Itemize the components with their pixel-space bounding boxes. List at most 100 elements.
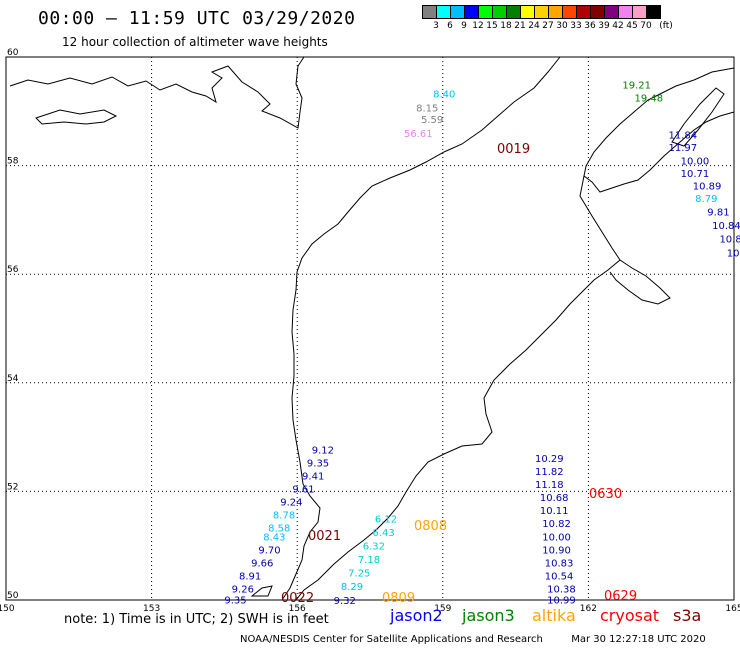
map-gridlines bbox=[6, 57, 734, 600]
pass-time-label: 0629 bbox=[604, 589, 637, 604]
color-scale-bar bbox=[422, 5, 661, 19]
wave-height-label: 11.84 bbox=[668, 130, 697, 141]
color-scale-label: 45 bbox=[626, 21, 638, 31]
wave-height-label: 9.26 bbox=[232, 584, 254, 595]
island-north bbox=[35, 109, 118, 125]
latitude-tick-label: 54 bbox=[7, 374, 19, 384]
satellite-legend-s3a: s3a bbox=[673, 606, 702, 625]
wave-height-label: 8.91 bbox=[239, 571, 261, 582]
satellite-legend-cryosat: cryosat bbox=[600, 606, 660, 625]
wave-height-label: 10.54 bbox=[545, 571, 574, 582]
wave-height-label: 19.48 bbox=[635, 94, 664, 105]
wave-height-label: 6.43 bbox=[372, 528, 394, 539]
wave-height-label: 8.40 bbox=[433, 90, 455, 101]
satellite-legend-jason3: jason3 bbox=[462, 606, 515, 625]
longitude-tick-label: 162 bbox=[580, 604, 597, 614]
color-scale-label: 70 bbox=[640, 21, 652, 31]
legend-note: note: 1) Time is in UTC; 2) SWH is in fe… bbox=[64, 612, 329, 627]
latitude-tick-label: 52 bbox=[7, 482, 18, 492]
wave-height-label: 11.97 bbox=[668, 143, 697, 154]
satellite-legend-jason2: jason2 bbox=[390, 606, 443, 625]
wave-height-label: 6.12 bbox=[375, 514, 397, 525]
color-scale-label: 42 bbox=[612, 21, 624, 31]
wave-height-label: 9.61 bbox=[292, 484, 314, 495]
color-scale-label: 33 bbox=[570, 21, 582, 31]
wave-height-label: 10.99 bbox=[547, 595, 576, 606]
color-scale-label: 24 bbox=[528, 21, 540, 31]
wave-height-label: 9.66 bbox=[251, 558, 273, 569]
wave-height-label: 9.81 bbox=[707, 208, 729, 219]
pass-time-label: 0808 bbox=[414, 519, 447, 534]
wave-height-label: 10.82 bbox=[542, 519, 571, 530]
wave-height-label: 9.24 bbox=[280, 498, 302, 509]
wave-height-label: 10.71 bbox=[681, 169, 710, 180]
coastline-north bbox=[9, 56, 305, 129]
wave-height-label: 6.32 bbox=[363, 542, 385, 553]
pass-time-label: 0630 bbox=[589, 487, 622, 502]
footer-timestamp: Mar 30 12:27:18 UTC 2020 bbox=[571, 634, 706, 645]
pass-time-label: 0021 bbox=[308, 529, 341, 544]
color-scale-labels: 3 6 9 12 15 18 21 24 27 30 33 36 39 42 45 70 (ft) bbox=[422, 21, 740, 33]
wave-height-label: 56.61 bbox=[404, 129, 433, 140]
wave-height-label: 10.29 bbox=[535, 454, 564, 465]
wave-height-label: 10.90 bbox=[542, 545, 571, 556]
color-scale-label: 21 bbox=[514, 21, 526, 31]
color-scale-label: 36 bbox=[584, 21, 596, 31]
map-subtitle: 12 hour collection of altimeter wave hei… bbox=[62, 35, 328, 49]
latitude-tick-label: 56 bbox=[7, 265, 19, 275]
wave-height-label: 11.82 bbox=[535, 467, 564, 478]
wave-height-label: 10.8 bbox=[719, 235, 740, 246]
wave-height-label: 8.29 bbox=[341, 582, 363, 593]
coastline-northeast bbox=[583, 67, 735, 177]
satellite-legend-altika: altika bbox=[532, 606, 576, 625]
color-scale-label: 30 bbox=[556, 21, 568, 31]
pass-time-label: 0019 bbox=[497, 142, 530, 157]
coastline-kamchatka-east bbox=[295, 111, 735, 601]
wave-height-label: 10.89 bbox=[693, 181, 722, 192]
color-scale-label: 18 bbox=[500, 21, 512, 31]
map-frame bbox=[5, 56, 735, 601]
longitude-tick-label: 156 bbox=[289, 604, 306, 614]
wave-height-label: 10.84 bbox=[712, 221, 740, 232]
wave-height-label: 9.35 bbox=[224, 595, 246, 606]
wave-height-label: 10.00 bbox=[681, 157, 710, 168]
pass-time-label: 0809 bbox=[382, 591, 415, 606]
color-scale-label: 9 bbox=[461, 21, 467, 31]
wave-height-label: 10 bbox=[727, 248, 740, 259]
coastline bbox=[9, 56, 735, 601]
wave-height-label: 10.00 bbox=[542, 532, 571, 543]
color-scale-label: 3 bbox=[433, 21, 439, 31]
color-scale-label: 39 bbox=[598, 21, 610, 31]
wave-height-label: 10.83 bbox=[545, 558, 574, 569]
wave-height-label: 9.32 bbox=[334, 596, 356, 607]
wave-height-label: 9.41 bbox=[302, 471, 324, 482]
wave-height-label: 5.59 bbox=[421, 115, 443, 126]
island-karaginsky bbox=[671, 87, 725, 147]
coastline-kamchatka-west bbox=[281, 56, 561, 601]
wave-height-label: 19.21 bbox=[622, 80, 651, 91]
wave-height-label: 8.78 bbox=[273, 511, 295, 522]
latitude-tick-label: 58 bbox=[7, 157, 19, 167]
footer-credit: NOAA/NESDIS Center for Satellite Applica… bbox=[240, 634, 706, 645]
wave-height-label: 9.35 bbox=[307, 458, 329, 469]
wave-height-label: 10.68 bbox=[540, 493, 569, 504]
kuril-island bbox=[250, 585, 273, 597]
longitude-tick-label: 165 bbox=[725, 604, 740, 614]
wave-height-label: 8.43 bbox=[263, 532, 285, 543]
latitude-tick-label: 60 bbox=[7, 48, 19, 58]
wave-height-label: 8.79 bbox=[695, 194, 717, 205]
color-scale-label: 27 bbox=[542, 21, 554, 31]
wave-height-label: 8.58 bbox=[268, 524, 290, 535]
wave-height-label: 11.18 bbox=[535, 480, 564, 491]
color-scale-label: 15 bbox=[486, 21, 498, 31]
longitude-tick-label: 153 bbox=[143, 604, 160, 614]
wave-height-label: 9.70 bbox=[258, 545, 280, 556]
longitude-tick-label: 150 bbox=[0, 604, 15, 614]
wave-height-label: 10.11 bbox=[540, 506, 569, 517]
latitude-tick-label: 50 bbox=[7, 591, 19, 601]
pass-time-label: 0022 bbox=[281, 591, 314, 606]
map-title: 00:00 – 11:59 UTC 03/29/2020 bbox=[38, 8, 356, 29]
longitude-tick-label: 159 bbox=[434, 604, 451, 614]
color-scale-unit: (ft) bbox=[659, 21, 673, 31]
